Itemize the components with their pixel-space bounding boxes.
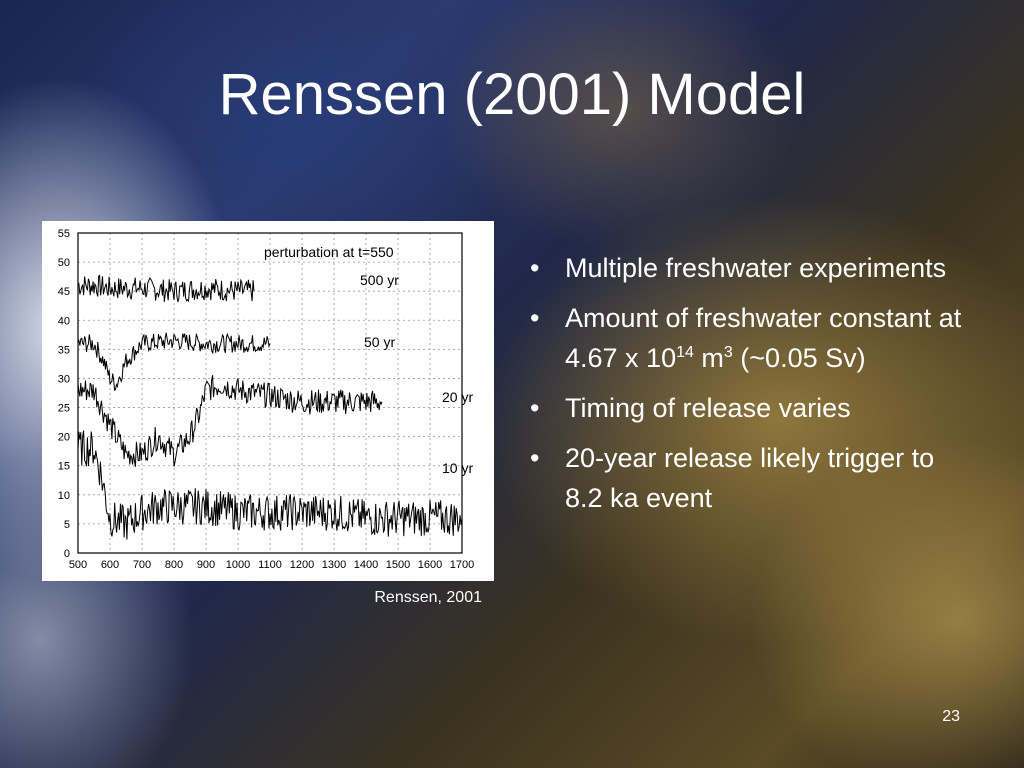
bullet-text: Amount of freshwater constant at 4.67 x … bbox=[565, 303, 962, 373]
bullet-text: m bbox=[693, 343, 724, 373]
y-tick-label: 40 bbox=[58, 315, 70, 327]
bullet-text: Multiple freshwater experiments bbox=[565, 253, 947, 283]
bullet-superscript: 3 bbox=[723, 344, 733, 361]
x-tick-label: 700 bbox=[133, 559, 151, 571]
y-tick-label: 45 bbox=[58, 286, 70, 298]
chart-figure: 500 600 700 800 900 1000 1100 1200 1300 1400 1500 1… bbox=[42, 221, 494, 581]
x-tick-label: 1300 bbox=[322, 559, 346, 571]
series-line bbox=[77, 375, 383, 467]
x-tick-label: 900 bbox=[197, 559, 215, 571]
line-chart: 500 600 700 800 900 1000 1100 1200 1300 1400 1500 1… bbox=[58, 228, 474, 571]
chart-annotation: perturbation at t=550 bbox=[264, 244, 394, 260]
series-label: 20 yr bbox=[442, 389, 473, 405]
y-tick-label: 35 bbox=[58, 344, 70, 356]
bullet-text: 20-year release likely trigger to 8.2 ka… bbox=[565, 443, 935, 513]
page-number: 23 bbox=[942, 708, 960, 725]
bullet-text: Timing of release varies bbox=[565, 393, 851, 423]
series-label: 500 yr bbox=[360, 272, 399, 288]
y-tick-label: 10 bbox=[58, 490, 70, 502]
x-tick-label: 800 bbox=[165, 559, 183, 571]
series-line bbox=[77, 430, 463, 540]
bullet-glyph: • bbox=[530, 393, 540, 423]
y-tick-label: 0 bbox=[64, 548, 70, 560]
series-label: 10 yr bbox=[442, 460, 473, 476]
figure-caption: Renssen, 2001 bbox=[374, 589, 482, 606]
series-line bbox=[77, 332, 271, 392]
x-tick-label: 600 bbox=[101, 559, 119, 571]
y-tick-label: 5 bbox=[64, 519, 70, 531]
y-tick-label: 25 bbox=[58, 403, 70, 415]
x-tick-label: 1100 bbox=[258, 559, 282, 571]
bullet-item: • Timing of release varies bbox=[522, 388, 972, 428]
bullet-list: • Multiple freshwater experiments • Amou… bbox=[522, 248, 972, 528]
bullet-superscript: 14 bbox=[676, 344, 694, 361]
y-tick-label: 15 bbox=[58, 461, 70, 473]
bullet-item: • 20-year release likely trigger to 8.2 … bbox=[522, 438, 972, 518]
bullet-item: • Amount of freshwater constant at 4.67 … bbox=[522, 298, 972, 378]
slide-title: Renssen (2001) Model bbox=[218, 62, 806, 127]
x-tick-label: 1500 bbox=[386, 559, 410, 571]
series-line bbox=[77, 274, 255, 303]
bullet-glyph: • bbox=[530, 443, 540, 473]
plot-frame bbox=[77, 232, 463, 554]
bullet-glyph: • bbox=[530, 303, 540, 333]
x-tick-label: 1000 bbox=[226, 559, 250, 571]
bullet-item: • Multiple freshwater experiments bbox=[522, 248, 972, 288]
x-tick-label: 1200 bbox=[290, 559, 314, 571]
y-tick-label: 30 bbox=[58, 373, 70, 385]
x-tick-label: 500 bbox=[69, 559, 87, 571]
y-tick-label: 20 bbox=[58, 432, 70, 444]
x-tick-label: 1700 bbox=[450, 559, 474, 571]
x-tick-label: 1400 bbox=[354, 559, 378, 571]
bullet-glyph: • bbox=[530, 253, 540, 283]
y-tick-label: 55 bbox=[58, 228, 70, 240]
bullet-text: (~0.05 Sv) bbox=[732, 343, 866, 373]
y-tick-label: 50 bbox=[58, 257, 70, 269]
x-tick-label: 1600 bbox=[418, 559, 442, 571]
series-label: 50 yr bbox=[364, 334, 395, 350]
